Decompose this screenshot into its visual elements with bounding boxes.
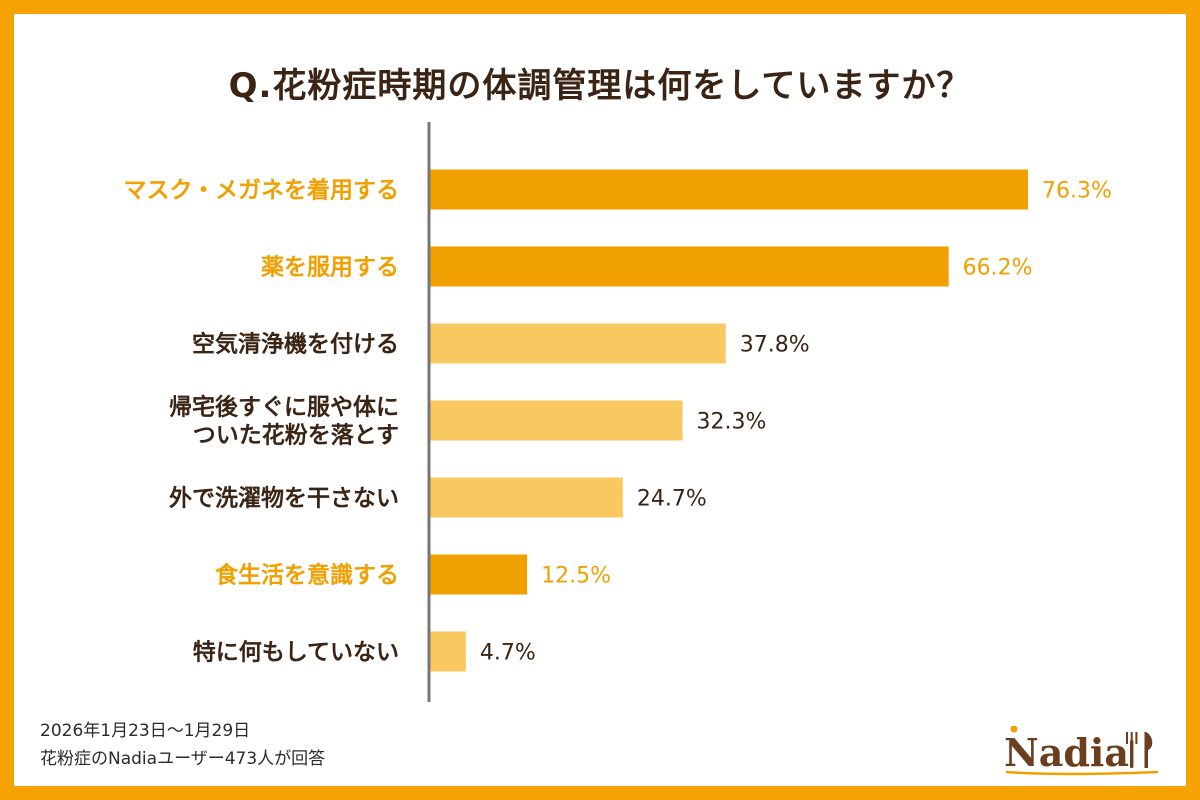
value-label: 12.5% xyxy=(541,564,611,589)
survey-period: 2026年1月23日〜1月29日 xyxy=(40,721,251,741)
bar xyxy=(429,169,1028,210)
chart-card: Q.花粉症時期の体調管理は何をしていますか？ 76.3% マスク・メガネを着用する… xyxy=(14,14,1186,786)
category-label: 食生活を意識する xyxy=(215,562,399,589)
nadia-logo: Nadia xyxy=(1004,726,1159,776)
category-label: 空気清浄機を付ける xyxy=(192,331,399,358)
value-label: 76.3% xyxy=(1042,179,1112,204)
category-label: ついた花粉を落とす xyxy=(193,423,399,449)
value-label: 32.3% xyxy=(697,410,767,435)
fork-and-knife-icon xyxy=(1126,732,1153,768)
bar xyxy=(429,554,528,595)
category-label: マスク・メガネを着用する xyxy=(123,177,399,204)
value-label: 24.7% xyxy=(637,487,707,512)
value-label: 66.2% xyxy=(963,256,1033,281)
bar xyxy=(429,631,466,672)
logo-flower-icon xyxy=(1010,726,1018,733)
chart-title: Q.花粉症時期の体調管理は何をしていますか？ xyxy=(228,66,972,106)
value-label: 37.8% xyxy=(740,333,810,358)
bar xyxy=(429,400,683,441)
survey-respondents: 花粉症のNadiaユーザー473人が回答 xyxy=(40,749,326,769)
logo-underline xyxy=(1005,770,1159,776)
bar-chart: 76.3% マスク・メガネを着用する 66.2% 薬を服用する 37.8% 空気清浄機を付… xyxy=(123,122,1112,702)
category-label: 薬を服用する xyxy=(261,255,399,281)
category-label: 外で洗濯物を干さない xyxy=(169,485,399,512)
bar xyxy=(429,323,726,364)
bar xyxy=(429,477,623,518)
logo-text: Nadia xyxy=(1004,730,1129,775)
category-label: 特に何もしていない xyxy=(193,640,399,666)
category-label: 帰宅後すぐに服や体に xyxy=(169,394,399,421)
value-label: 4.7% xyxy=(480,641,536,666)
bar xyxy=(429,246,949,287)
